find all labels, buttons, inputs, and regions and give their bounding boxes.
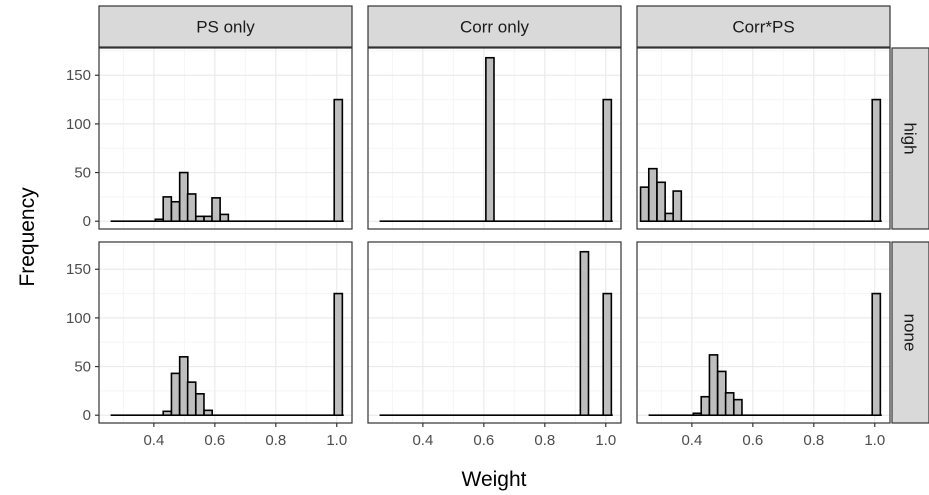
histogram-bar	[170, 200, 181, 223]
histogram-bar	[178, 171, 189, 223]
panel-high-corr-only	[367, 47, 622, 230]
panel-border	[636, 241, 891, 424]
panel-border	[98, 47, 353, 230]
histogram-bar	[602, 292, 613, 417]
y-tick-label: 0	[83, 407, 91, 424]
row-strip-none	[891, 241, 929, 424]
y-tick-label: 100	[66, 116, 91, 133]
x-tick-label: 0.8	[265, 432, 286, 449]
y-tick-label: 0	[83, 213, 91, 230]
y-tick-label: 150	[66, 261, 91, 278]
panel-background	[368, 242, 621, 423]
y-tick-label: 150	[66, 67, 91, 84]
histogram-bar	[211, 197, 221, 223]
y-tick-label: 50	[74, 165, 91, 182]
column-strip-ps-only	[98, 5, 353, 48]
row-strip-high	[891, 47, 929, 230]
x-tick-label: 1.0	[864, 432, 885, 449]
y-tick-label: 100	[66, 310, 91, 327]
panel-none-corr-only	[367, 241, 622, 424]
column-strip-label: PS only	[196, 18, 255, 37]
panel-background	[637, 242, 890, 423]
x-tick-label: 0.8	[534, 432, 555, 449]
histogram-bar	[333, 292, 344, 417]
histogram-bar	[672, 190, 683, 223]
histogram-bar	[708, 354, 719, 417]
histogram-bar	[871, 98, 882, 223]
histogram-bar	[485, 56, 495, 223]
row-strip-label: none	[901, 314, 920, 352]
x-tick-label: 1.0	[326, 432, 347, 449]
panels-layer: PS only Corr only Corr*PS high none	[98, 5, 929, 424]
x-tick-label: 0.6	[204, 432, 225, 449]
histogram-bar	[162, 410, 173, 417]
column-strip-corr-only	[367, 5, 622, 48]
histogram-bar	[639, 186, 650, 223]
histogram-bar	[203, 215, 213, 223]
x-tick-label: 0.4	[143, 432, 164, 449]
panel-background	[99, 48, 352, 229]
panel-none-ps-only	[98, 241, 353, 424]
histogram-bar	[700, 395, 711, 417]
panel-high-ps-only	[98, 47, 353, 230]
histogram-bar	[195, 215, 205, 223]
histogram-bar	[219, 213, 230, 223]
y-axis-title: Frequency	[16, 187, 39, 287]
histogram-bar	[579, 250, 590, 417]
histogram-bar	[162, 196, 173, 223]
histogram-bar	[186, 381, 197, 417]
histogram-bar	[716, 370, 727, 417]
histogram-bar	[692, 412, 703, 417]
column-strip-label: Corr*PS	[732, 18, 794, 37]
histogram-bar	[333, 98, 344, 223]
histogram-bar	[178, 356, 189, 417]
panel-border	[636, 47, 891, 230]
x-axis-title: Weight	[462, 468, 527, 491]
x-tick-label: 0.4	[412, 432, 433, 449]
histogram-bar	[154, 218, 165, 223]
histogram-bar	[724, 392, 735, 417]
column-strip-label: Corr only	[460, 18, 529, 37]
axes-layer: 0 50 100 150 0 50 100 150 0.4 0.6 0.8 1.0 0.4 0.6 0.8 1…	[66, 67, 885, 449]
panel-none-corr-ps	[636, 241, 891, 424]
x-tick-label: 0.6	[473, 432, 494, 449]
histogram-bar	[195, 393, 205, 417]
y-tick-label: 50	[74, 359, 91, 376]
histogram-bar	[170, 372, 181, 417]
panel-border	[367, 47, 622, 230]
x-tick-label: 1.0	[595, 432, 616, 449]
x-tick-label: 0.8	[803, 432, 824, 449]
x-tick-label: 0.6	[742, 432, 763, 449]
panel-border	[367, 241, 622, 424]
histogram-bar	[733, 398, 743, 417]
histogram-bar	[664, 212, 675, 223]
histogram-bar	[602, 98, 613, 223]
panel-high-corr-ps	[636, 47, 891, 230]
panel-background	[99, 242, 352, 423]
histogram-bar	[186, 193, 197, 223]
row-strip-label: high	[901, 122, 920, 154]
histogram-bar	[647, 167, 658, 223]
histogram-bar	[203, 409, 213, 417]
x-tick-label: 0.4	[681, 432, 702, 449]
column-strip-corr-ps	[636, 5, 891, 48]
panel-border	[98, 241, 353, 424]
histogram-bar	[656, 181, 666, 223]
histogram-bar	[871, 292, 882, 417]
